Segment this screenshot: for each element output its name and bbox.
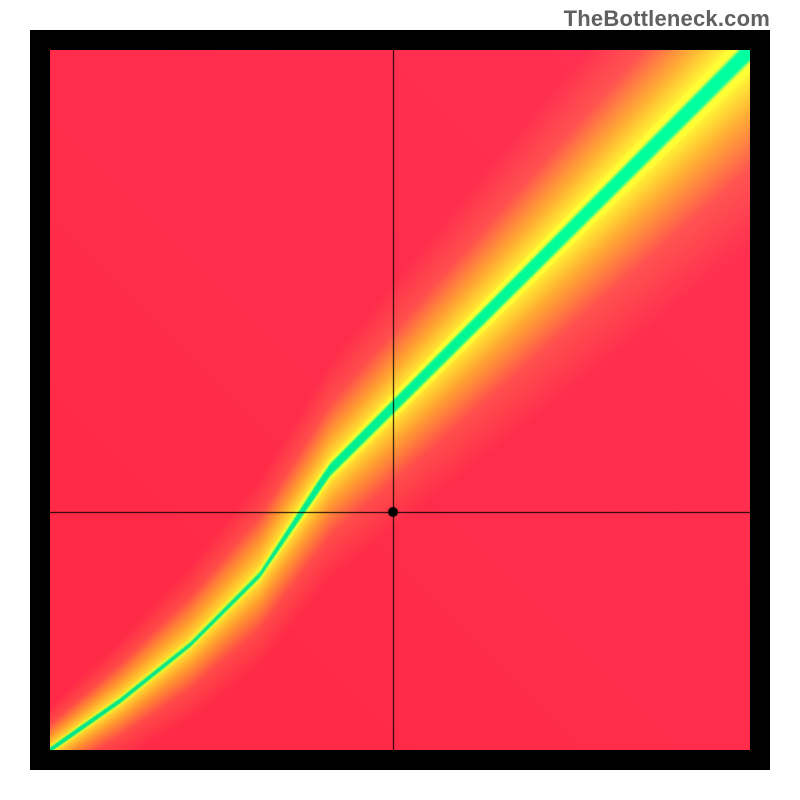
attribution-label: TheBottleneck.com	[564, 6, 770, 32]
chart-black-frame	[30, 30, 770, 770]
chart-container: TheBottleneck.com	[0, 0, 800, 800]
bottleneck-heatmap	[50, 50, 750, 750]
